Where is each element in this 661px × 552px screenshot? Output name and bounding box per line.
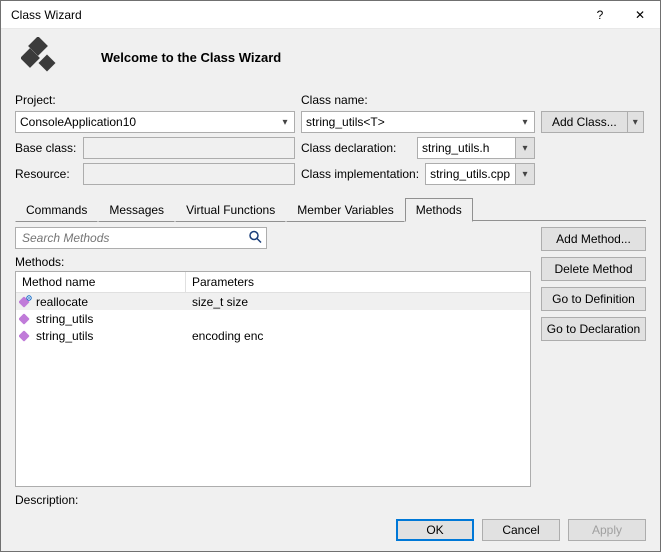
project-combo[interactable]: ConsoleApplication10 ▾ <box>15 111 295 133</box>
table-row[interactable]: reallocate size_t size <box>16 293 530 310</box>
ok-button[interactable]: OK <box>396 519 474 541</box>
chevron-down-icon: ▾ <box>522 169 527 180</box>
delete-method-button[interactable]: Delete Method <box>541 257 646 281</box>
go-to-declaration-button[interactable]: Go to Declaration <box>541 317 646 341</box>
help-icon: ? <box>597 8 604 22</box>
tab-member-variables[interactable]: Member Variables <box>286 198 404 222</box>
impl-label: Class implementation: <box>301 167 419 181</box>
method-icon <box>16 329 34 342</box>
titlebar: Class Wizard ? ✕ <box>1 1 660 29</box>
col-header-name[interactable]: Method name <box>16 272 186 292</box>
resource-label: Resource: <box>15 167 77 181</box>
baseclass-label: Base class: <box>15 141 77 155</box>
header: Welcome to the Class Wizard <box>1 29 660 89</box>
tab-virtual-functions[interactable]: Virtual Functions <box>175 198 286 222</box>
method-params-cell: encoding enc <box>186 329 530 343</box>
search-input[interactable] <box>20 230 262 246</box>
grid-body: reallocate size_t size string_utils stri… <box>16 293 530 486</box>
search-box[interactable] <box>15 227 267 249</box>
method-icon <box>16 312 34 325</box>
go-to-definition-button[interactable]: Go to Definition <box>541 287 646 311</box>
method-icon <box>16 295 34 308</box>
decl-label: Class declaration: <box>301 141 411 155</box>
chevron-down-icon: ▾ <box>276 112 294 132</box>
add-class-split-button[interactable]: Add Class... ▾ <box>541 111 646 133</box>
description-label: Description: <box>1 487 660 511</box>
add-method-button[interactable]: Add Method... <box>541 227 646 251</box>
classname-combo[interactable]: string_utils<T> ▾ <box>301 111 535 133</box>
close-icon: ✕ <box>635 8 645 22</box>
tab-commands[interactable]: Commands <box>15 198 98 222</box>
baseclass-input <box>83 137 295 159</box>
tab-messages[interactable]: Messages <box>98 198 175 222</box>
methods-label: Methods: <box>15 255 531 269</box>
wizard-logo-icon <box>21 37 61 77</box>
close-button[interactable]: ✕ <box>620 1 660 29</box>
chevron-down-icon[interactable]: ▾ <box>628 111 644 133</box>
right-pane: Add Method... Delete Method Go to Defini… <box>541 227 646 487</box>
chevron-down-icon: ▾ <box>516 112 534 132</box>
left-pane: Methods: Method name Parameters realloca… <box>15 227 531 487</box>
decl-file-dropdown[interactable]: ▾ <box>515 137 535 159</box>
impl-file-input[interactable]: string_utils.cpp <box>425 163 515 185</box>
methods-grid: Method name Parameters reallocate size_t… <box>15 271 531 487</box>
method-name-cell: reallocate <box>34 295 186 309</box>
window-title: Class Wizard <box>11 8 580 22</box>
tab-content: Methods: Method name Parameters realloca… <box>1 221 660 487</box>
class-wizard-window: Class Wizard ? ✕ Welcome to the Class Wi… <box>0 0 661 552</box>
table-row[interactable]: string_utils encoding enc <box>16 327 530 344</box>
resource-input <box>83 163 295 185</box>
classname-label: Class name: <box>301 93 368 107</box>
decl-file-input[interactable]: string_utils.h <box>417 137 515 159</box>
form-area: Project: Class name: ConsoleApplication1… <box>1 89 660 189</box>
method-name-cell: string_utils <box>34 329 186 343</box>
project-value: ConsoleApplication10 <box>20 115 136 129</box>
col-header-params[interactable]: Parameters <box>186 272 530 292</box>
help-button[interactable]: ? <box>580 1 620 29</box>
method-name-cell: string_utils <box>34 312 186 326</box>
grid-header: Method name Parameters <box>16 272 530 293</box>
chevron-down-icon: ▾ <box>522 143 527 154</box>
method-params-cell: size_t size <box>186 295 530 309</box>
cancel-button[interactable]: Cancel <box>482 519 560 541</box>
search-icon <box>248 230 262 247</box>
tab-methods[interactable]: Methods <box>405 198 473 222</box>
apply-button: Apply <box>568 519 646 541</box>
classname-value: string_utils<T> <box>306 115 385 129</box>
add-class-button-label: Add Class... <box>541 111 628 133</box>
footer: OK Cancel Apply <box>1 511 660 551</box>
project-label: Project: <box>15 93 77 107</box>
table-row[interactable]: string_utils <box>16 310 530 327</box>
welcome-heading: Welcome to the Class Wizard <box>101 50 281 65</box>
tabs: CommandsMessagesVirtual FunctionsMember … <box>15 197 646 221</box>
impl-file-dropdown[interactable]: ▾ <box>515 163 535 185</box>
